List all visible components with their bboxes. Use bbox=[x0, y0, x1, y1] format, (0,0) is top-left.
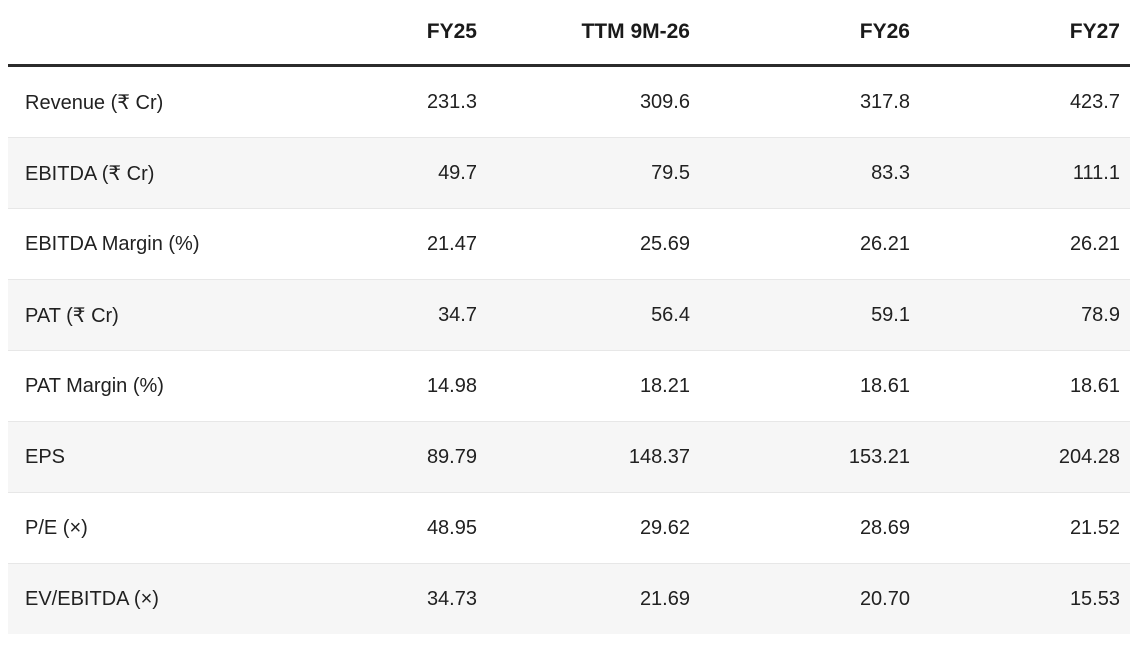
table-cell: 79.5 bbox=[651, 161, 690, 184]
table-cell: 26.21 bbox=[859, 232, 910, 255]
table-cell: 14.98 bbox=[426, 374, 477, 397]
column-header-fy26: FY26 bbox=[700, 0, 920, 67]
table-body: Revenue (₹ Cr) 231.3 309.6 317.8 423.7 E… bbox=[8, 65, 1130, 634]
table-row-pe: P/E (×) 48.95 29.62 28.69 21.52 bbox=[8, 492, 1130, 564]
table-cell: 21.52 bbox=[1069, 516, 1120, 539]
table-cell: 309.6 bbox=[639, 90, 690, 113]
table-cell: 34.7 bbox=[438, 303, 477, 326]
table-cell: 317.8 bbox=[859, 90, 910, 113]
table-cell: 28.69 bbox=[859, 516, 910, 539]
table-cell: 21.69 bbox=[639, 587, 690, 610]
table-cell: 29.62 bbox=[639, 516, 690, 539]
table-cell: 48.95 bbox=[426, 516, 477, 539]
table-row-ev-ebitda: EV/EBITDA (×) 34.73 21.69 20.70 15.53 bbox=[8, 563, 1130, 634]
table-cell: 20.70 bbox=[859, 587, 910, 610]
header-row: FY25 TTM 9M-26 FY26 FY27 bbox=[8, 0, 1130, 67]
table-cell: 111.1 bbox=[1072, 161, 1120, 184]
table-cell: 153.21 bbox=[848, 445, 910, 468]
table-cell: 423.7 bbox=[1069, 90, 1120, 113]
table-cell: 231.3 bbox=[426, 90, 477, 113]
table-cell: 204.28 bbox=[1058, 445, 1120, 468]
column-header-metric bbox=[8, 0, 272, 67]
table-cell: 78.9 bbox=[1081, 303, 1120, 326]
table-cell: 56.4 bbox=[651, 303, 690, 326]
table-cell: 21.47 bbox=[426, 232, 477, 255]
column-header-fy27: FY27 bbox=[920, 0, 1130, 67]
row-label: EPS bbox=[25, 445, 66, 468]
table-row-ebitda: EBITDA (₹ Cr) 49.7 79.5 83.3 111.1 bbox=[8, 137, 1130, 209]
table-cell: 18.21 bbox=[639, 374, 690, 397]
table-cell: 148.37 bbox=[628, 445, 690, 468]
column-header-fy25: FY25 bbox=[272, 0, 487, 67]
table-cell: 26.21 bbox=[1069, 232, 1120, 255]
table-cell: 49.7 bbox=[438, 161, 477, 184]
row-label: EV/EBITDA (×) bbox=[25, 587, 159, 610]
table-cell: 18.61 bbox=[1069, 374, 1120, 397]
table-row-pat: PAT (₹ Cr) 34.7 56.4 59.1 78.9 bbox=[8, 279, 1130, 351]
row-label: P/E (×) bbox=[25, 516, 88, 539]
table-header: FY25 TTM 9M-26 FY26 FY27 bbox=[8, 0, 1130, 67]
table-cell: 89.79 bbox=[426, 445, 477, 468]
table-row-revenue: Revenue (₹ Cr) 231.3 309.6 317.8 423.7 bbox=[8, 65, 1130, 138]
row-label: Revenue (₹ Cr) bbox=[25, 91, 164, 114]
row-label: EBITDA Margin (%) bbox=[25, 232, 200, 255]
row-label: PAT Margin (%) bbox=[25, 374, 164, 397]
table-row-eps: EPS 89.79 148.37 153.21 204.28 bbox=[8, 421, 1130, 493]
table-cell: 34.73 bbox=[426, 587, 477, 610]
table-cell: 59.1 bbox=[871, 303, 910, 326]
table-cell: 15.53 bbox=[1069, 587, 1120, 610]
table-cell: 18.61 bbox=[859, 374, 910, 397]
table-cell: 83.3 bbox=[871, 161, 910, 184]
column-header-ttm-9m-26: TTM 9M-26 bbox=[487, 0, 700, 67]
table-row-pat-margin: PAT Margin (%) 14.98 18.21 18.61 18.61 bbox=[8, 350, 1130, 422]
row-label: PAT (₹ Cr) bbox=[25, 304, 119, 327]
table-row-ebitda-margin: EBITDA Margin (%) 21.47 25.69 26.21 26.2… bbox=[8, 208, 1130, 280]
table-cell: 25.69 bbox=[639, 232, 690, 255]
row-label: EBITDA (₹ Cr) bbox=[25, 162, 155, 185]
financials-table: FY25 TTM 9M-26 FY26 FY27 Revenue (₹ Cr) … bbox=[8, 0, 1130, 634]
